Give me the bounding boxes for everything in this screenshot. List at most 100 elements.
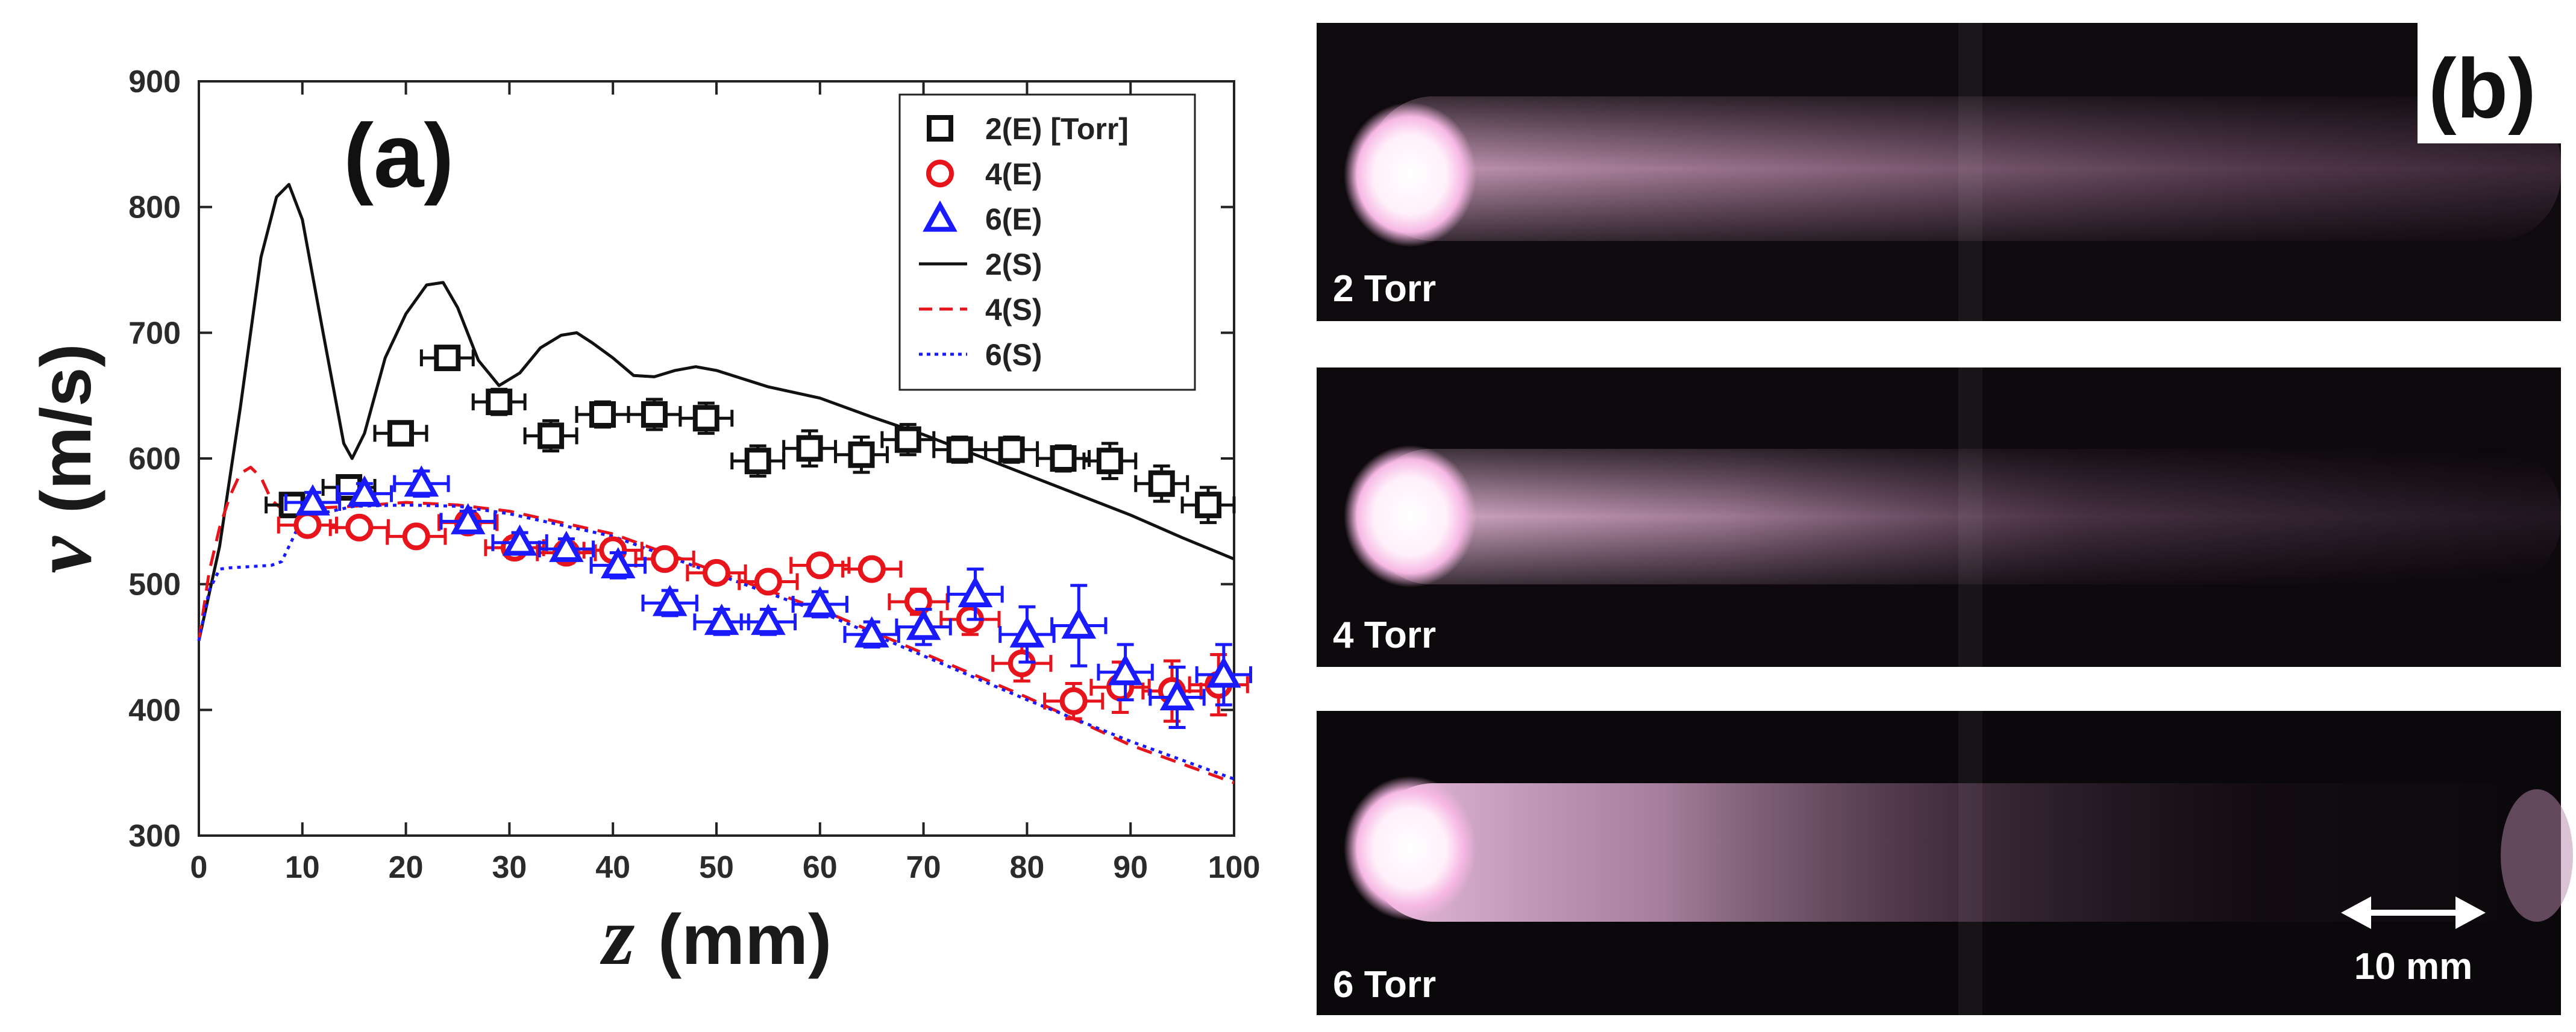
data-point-bg — [653, 547, 677, 571]
legend-item: 4(S) — [919, 293, 1042, 327]
x-tick-label: 20 — [389, 850, 424, 885]
data-point — [703, 558, 730, 587]
data-point — [848, 441, 875, 468]
plume-shading — [1368, 449, 2561, 584]
data-point — [589, 401, 616, 428]
data-point-bg — [1014, 621, 1041, 645]
nozzle-glow — [1344, 776, 1476, 921]
data-point — [502, 524, 537, 556]
data-point — [1159, 679, 1195, 711]
data-point-bg — [506, 529, 533, 554]
legend-marker — [926, 160, 954, 187]
y-axis-unit: (m/s) — [27, 343, 106, 513]
data-point-bg — [948, 439, 971, 461]
data-point — [651, 545, 679, 573]
legend-label: 2(S) — [985, 248, 1042, 281]
data-point — [1195, 492, 1222, 519]
data-point-bg — [1065, 612, 1092, 637]
tube-band — [1958, 367, 1982, 667]
data-point — [641, 401, 668, 428]
data-point — [1206, 656, 1241, 688]
data-point-bg — [592, 403, 614, 425]
data-point-bg — [798, 437, 821, 460]
data-point — [744, 448, 771, 475]
data-point-bg — [695, 407, 717, 430]
legend-item: 4(E) — [926, 157, 1042, 191]
data-point-bg — [858, 621, 885, 645]
data-point-bg — [747, 450, 769, 472]
legend-label: 6(S) — [985, 338, 1042, 372]
data-point — [796, 435, 823, 462]
y-tick-label: 900 — [128, 64, 181, 99]
data-point-bg — [488, 391, 510, 413]
plasma-photo-4-torr: 4 Torr — [1317, 367, 2561, 667]
data-point-bg — [756, 570, 780, 593]
x-axis-unit: (mm) — [658, 900, 832, 980]
data-point-bg — [553, 536, 580, 560]
data-point — [1108, 654, 1143, 686]
data-point — [803, 586, 838, 618]
legend-label: 2(E) [Torr] — [985, 112, 1129, 146]
data-point — [854, 616, 889, 648]
data-point — [1050, 445, 1077, 472]
legend-marker — [923, 200, 957, 232]
y-tick-label: 600 — [128, 442, 181, 477]
experimental-points — [265, 345, 1252, 730]
data-point — [906, 608, 941, 640]
panel-a-label: (a) — [343, 105, 454, 206]
data-point-bg — [404, 525, 428, 548]
data-point — [600, 547, 636, 578]
data-point-bg — [348, 516, 371, 539]
data-point-bg — [705, 561, 728, 584]
data-point — [894, 426, 921, 453]
data-point-bg — [1052, 448, 1074, 469]
data-point — [998, 436, 1025, 463]
data-point-bg — [850, 443, 873, 466]
data-point-bg — [299, 489, 326, 513]
data-point-bg — [436, 347, 459, 369]
scale-bar: 10 mm — [2341, 896, 2486, 987]
data-point — [1059, 687, 1088, 715]
x-tick-label: 60 — [803, 850, 838, 885]
plasma-photo-6-torr: 6 Torr 10 mm — [1317, 711, 2573, 1015]
x-tick-label: 0 — [190, 850, 208, 885]
data-point — [806, 551, 834, 580]
photo-panel-b: 2 Torr (b) 4 Torr 6 Torr 10 mm — [1317, 23, 2573, 1015]
legend-label: 6(E) — [985, 202, 1042, 236]
legend-item: 6(E) — [923, 200, 1042, 236]
data-point-bg — [643, 403, 665, 425]
data-point-bg — [806, 591, 833, 615]
x-tick-label: 10 — [285, 850, 320, 885]
tube-band — [1958, 23, 1982, 321]
legend-item: 2(E) [Torr] — [927, 112, 1129, 146]
data-point — [450, 503, 486, 534]
x-axis: 0 10 20 30 40 50 60 70 80 90 100 — [190, 81, 1260, 885]
legend-item: 6(S) — [919, 338, 1042, 372]
panel-b-label: (b) — [2428, 41, 2536, 136]
pressure-label-2-torr: 2 Torr — [1333, 268, 1436, 310]
data-point-bg — [808, 554, 832, 577]
data-point-bg — [1000, 439, 1023, 461]
data-point — [1009, 616, 1045, 648]
data-point — [1148, 470, 1175, 497]
data-point — [537, 422, 565, 449]
x-tick-label: 70 — [906, 850, 941, 885]
series-6(E) — [284, 465, 1252, 730]
y-tick-label: 800 — [128, 190, 181, 225]
data-point-bg — [962, 581, 989, 605]
data-point-bg — [408, 470, 435, 495]
data-point — [1096, 448, 1123, 475]
plasma-photo-2-torr: 2 Torr (b) — [1317, 23, 2561, 321]
data-point-bg — [910, 613, 937, 638]
x-tick-label: 30 — [492, 850, 527, 885]
data-point — [295, 484, 330, 516]
x-tick-label: 50 — [699, 850, 734, 885]
downstream-glow — [2501, 789, 2573, 922]
pressure-label-6-torr: 6 Torr — [1333, 964, 1436, 1005]
data-point — [486, 389, 513, 416]
scale-bar-right-arrow — [2455, 896, 2486, 929]
nozzle-glow — [1344, 102, 1476, 247]
data-point — [387, 420, 415, 447]
legend-label: 4(E) — [985, 157, 1042, 191]
data-point-bg — [656, 589, 683, 614]
